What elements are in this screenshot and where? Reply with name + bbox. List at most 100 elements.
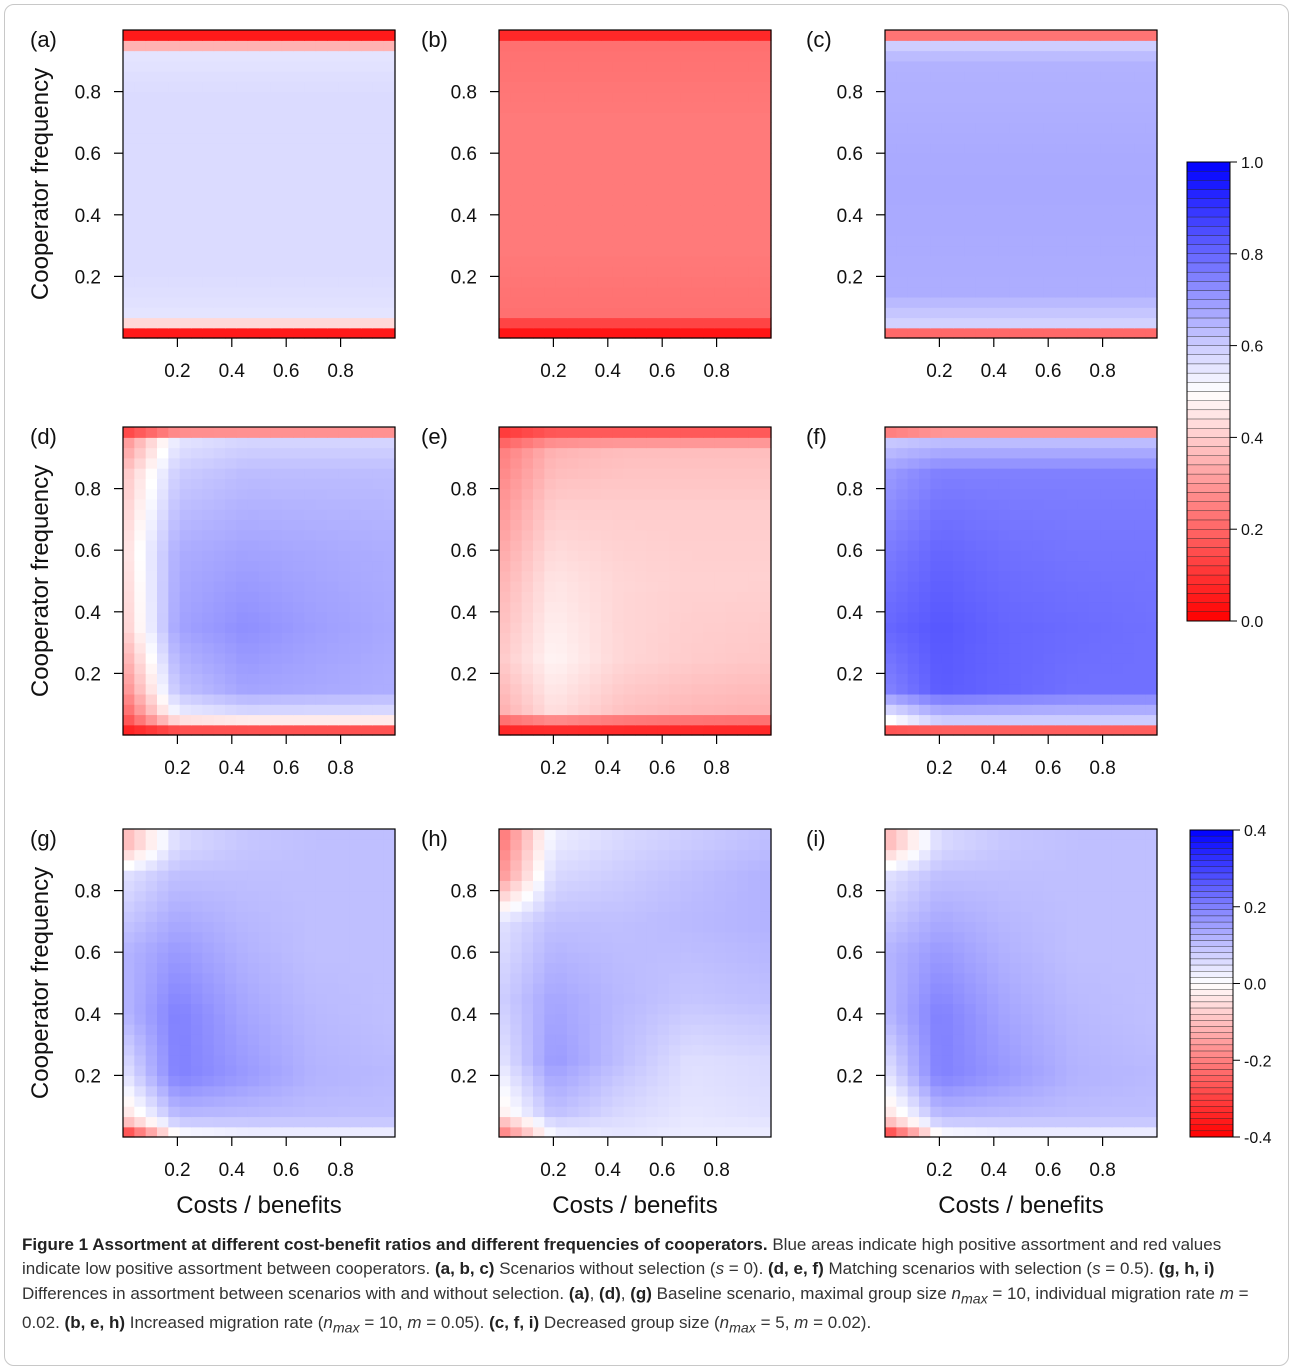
heatmap-cell [635,437,647,449]
heatmap-cell [293,601,305,613]
heatmap-cell [601,101,613,113]
heatmap-cell [941,91,954,103]
heatmap-cell [1134,693,1147,705]
heatmap-cell [372,539,385,551]
heatmap-cell [270,1095,283,1107]
heatmap-cell [145,327,158,339]
heatmap-cell [361,30,373,41]
heatmap-cell [1055,622,1067,633]
heatmap-cell [953,591,965,603]
heatmap-cell [134,931,147,943]
heatmap-cell [1111,468,1124,479]
heatmap-cell [964,40,977,52]
heatmap-cell [236,704,249,716]
heatmap-cell [247,317,260,329]
heatmap-cell [1066,663,1079,674]
heatmap-cell [623,457,636,469]
heatmap-cell [1100,276,1113,288]
heatmap-cell [225,457,237,469]
heatmap-cell [315,1116,328,1128]
heatmap-cell [646,529,659,541]
heatmap-cell [612,611,625,623]
heatmap-cell [680,194,693,206]
heatmap-cell [919,276,931,288]
heatmap-cell [964,591,977,603]
heatmap-cell [1043,307,1056,319]
heatmap-cell [1077,622,1090,633]
heatmap-cell [361,184,373,195]
heatmap-cell [1043,611,1056,623]
heatmap-cell [998,184,1011,195]
heatmap-cell [975,225,988,236]
heatmap-cell [691,60,704,72]
heatmap-cell [179,1003,192,1015]
heatmap-cell [748,30,761,41]
heatmap-cell [1043,693,1056,705]
heatmap-cell [555,652,568,664]
heatmap-cell [259,1003,271,1015]
heatmap-cell [589,539,602,551]
heatmap-cell [533,317,545,329]
heatmap-cell [691,307,704,319]
heatmap-cell [338,921,351,933]
heatmap-cell [1077,101,1090,113]
heatmap-cell [1123,71,1135,82]
heatmap-cell [372,1065,385,1076]
heatmap-cell [964,30,977,41]
heatmap-cell [680,153,693,165]
heatmap-cell [669,529,681,541]
heatmap-cell [157,132,169,144]
heatmap-cell [680,142,693,154]
heatmap-cell [247,163,260,175]
heatmap-cell [304,900,317,912]
heatmap-cell [975,317,988,329]
heatmap-cell [213,255,226,267]
heatmap-cell [725,437,738,449]
heatmap-cell [179,142,192,154]
heatmap-cell [327,962,339,974]
heatmap-cell [601,570,613,582]
heatmap-cell [213,1044,226,1056]
heatmap-cell [372,1075,385,1087]
heatmap-cell [123,225,135,236]
heatmap-cell [225,911,237,922]
heatmap-cell [1032,317,1045,329]
heatmap-cell [510,714,523,726]
heatmap-cell [191,142,203,154]
heatmap-cell [885,327,897,339]
heatmap-cell [725,652,738,664]
heatmap-cell [930,724,943,736]
heatmap-cell [953,132,965,144]
heatmap-cell [123,1003,135,1015]
heatmap-cell [202,911,215,922]
heatmap-cell [1021,214,1033,226]
heatmap-cell [646,153,659,165]
heatmap-cell [930,122,943,134]
heatmap-cell [737,276,749,288]
heatmap-cell [544,101,557,113]
heatmap-cell [953,276,965,288]
heatmap-cell [680,550,693,562]
heatmap-cell [1134,225,1147,236]
heatmap-cell [1077,225,1090,236]
heatmap-cell [304,1095,317,1107]
heatmap-cell [247,550,260,562]
heatmap-cell [168,911,181,922]
heatmap-cell [202,286,215,298]
heatmap-cell [361,1116,373,1128]
heatmap-cell [998,622,1011,633]
heatmap-cell [349,1075,362,1087]
heatmap-cell [1009,714,1022,726]
heatmap-cell [281,704,294,716]
heatmap-cell [998,327,1011,339]
heatmap-cell [623,194,636,206]
heatmap-cell [327,437,339,449]
heatmap-cell [748,122,761,134]
heatmap-cell [134,225,147,236]
heatmap-cell [885,468,897,479]
heatmap-cell [1123,519,1135,531]
heatmap-cell [896,60,909,72]
heatmap-cell [964,581,977,592]
heatmap-cell [157,163,169,175]
heatmap-cell [612,60,625,72]
